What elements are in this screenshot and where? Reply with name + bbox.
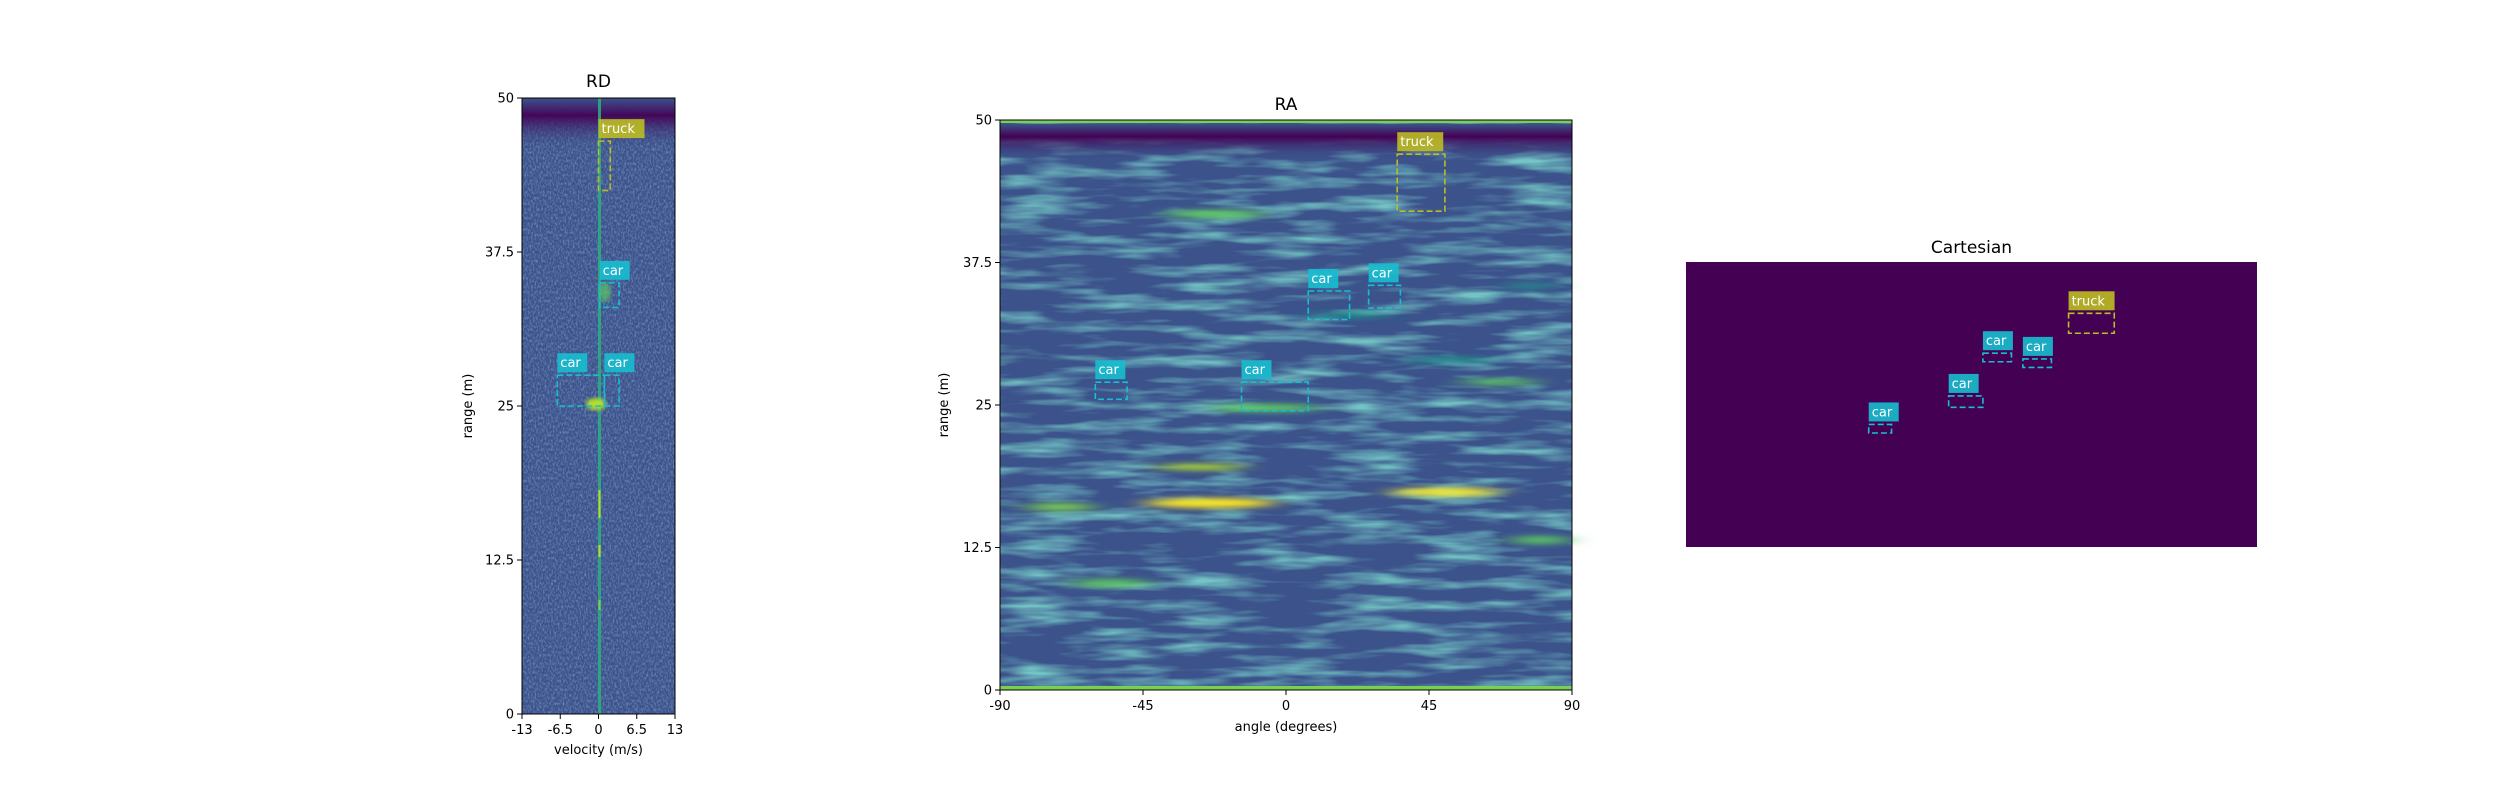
rd-y-tick-label: 25 bbox=[497, 400, 514, 415]
ra-boxes: truck car car car car bbox=[1094, 132, 1446, 412]
ca-car-label-bg bbox=[1868, 402, 1899, 422]
rd-car-label: car bbox=[603, 264, 624, 279]
ra-car-box bbox=[1307, 290, 1351, 321]
rd-y-tick-label: 50 bbox=[497, 92, 514, 107]
ra-title: RA bbox=[1275, 95, 1298, 115]
ca-car-box bbox=[1867, 423, 1893, 434]
rd-x-tick-label: 0 bbox=[594, 723, 602, 738]
rd-car-label: car bbox=[607, 356, 628, 371]
rd-x-tick-label: -13 bbox=[511, 723, 532, 738]
rd-car-box bbox=[598, 281, 620, 309]
ra-x-tick-label: 0 bbox=[1282, 699, 1290, 714]
rd-x-tick-label: -6.5 bbox=[548, 723, 573, 738]
ra-x-tick-label: 90 bbox=[1564, 699, 1581, 714]
cartesian-panel: Cartesian truck car car car car bbox=[1686, 238, 2257, 547]
rd-car-label-bg bbox=[557, 353, 588, 373]
ca-truck-box bbox=[2067, 312, 2116, 335]
cartesian-heatmap bbox=[1686, 262, 2257, 547]
rd-truck-label-bg bbox=[598, 119, 645, 139]
rd-car-label-bg bbox=[604, 353, 635, 373]
rd-y-tick-label: 12.5 bbox=[485, 554, 514, 569]
ra-truck-box bbox=[1396, 153, 1446, 212]
ca-truck-label: truck bbox=[2072, 294, 2106, 309]
ra-truck-label-bg bbox=[1397, 132, 1444, 152]
rd-x-tick-label: 13 bbox=[667, 723, 684, 738]
ra-y-tick-label: 50 bbox=[975, 114, 992, 129]
rd-boxes: truck car car car bbox=[556, 119, 645, 407]
rd-truck-label: truck bbox=[602, 122, 636, 137]
ra-x-tick-label: 45 bbox=[1421, 699, 1438, 714]
ra-y-tick-label: 25 bbox=[975, 399, 992, 414]
ra-car-label-bg bbox=[1368, 263, 1399, 283]
ca-car-label: car bbox=[1986, 334, 2007, 349]
ra-y-ticks: 0 12.5 25 37.5 50 bbox=[963, 114, 1000, 699]
rd-y-tick-label: 0 bbox=[506, 708, 514, 723]
ra-panel: RA -90 -45 0 45 90 012 bbox=[937, 95, 1580, 735]
ra-car-box bbox=[1094, 381, 1128, 401]
rd-xlabel: velocity (m/s) bbox=[554, 743, 643, 758]
cartesian-title: Cartesian bbox=[1931, 238, 2012, 258]
ca-car-label: car bbox=[2026, 340, 2047, 355]
ra-car-box bbox=[1240, 381, 1310, 412]
rd-car-box bbox=[556, 374, 606, 407]
ra-car-label-bg bbox=[1095, 360, 1126, 380]
ca-car-label-bg bbox=[2022, 336, 2053, 356]
rd-car-label: car bbox=[560, 356, 581, 371]
ra-y-tick-label: 0 bbox=[984, 684, 992, 699]
ra-x-ticks: -90 -45 0 45 90 bbox=[989, 690, 1580, 714]
ra-car-label: car bbox=[1245, 363, 1266, 378]
ra-heatmap bbox=[999, 119, 1573, 691]
ra-truck-label: truck bbox=[1400, 135, 1434, 150]
rd-title: RD bbox=[586, 72, 611, 92]
ra-x-tick-label: -90 bbox=[989, 699, 1010, 714]
rd-ylabel: range (m) bbox=[461, 374, 476, 439]
rd-panel: RD -13 -6.5 0 6.5 13 0 12.5 25 37.5 50 truck car c… bbox=[461, 72, 683, 758]
rd-car-label-bg bbox=[599, 260, 630, 280]
cartesian-boxes: truck car car car car bbox=[1867, 291, 2116, 434]
rd-y-ticks: 0 12.5 25 37.5 50 bbox=[485, 92, 522, 723]
ca-truck-label-bg bbox=[2068, 291, 2115, 311]
ra-y-tick-label: 12.5 bbox=[963, 541, 992, 556]
ca-car-label-bg bbox=[1948, 373, 1979, 393]
rd-y-tick-label: 37.5 bbox=[485, 246, 514, 261]
ca-car-label: car bbox=[1952, 377, 1973, 392]
ca-car-box bbox=[1982, 352, 2013, 363]
rd-car-box bbox=[603, 374, 620, 407]
ra-car-label: car bbox=[1098, 363, 1119, 378]
rd-x-ticks: -13 -6.5 0 6.5 13 bbox=[511, 714, 683, 738]
ra-x-tick-label: -45 bbox=[1132, 699, 1153, 714]
ra-xlabel: angle (degrees) bbox=[1235, 720, 1338, 735]
ca-car-box bbox=[1947, 395, 1984, 409]
rd-x-tick-label: 6.5 bbox=[626, 723, 647, 738]
ra-car-label: car bbox=[1311, 272, 1332, 287]
ca-car-box bbox=[2022, 358, 2053, 369]
ra-y-tick-label: 37.5 bbox=[963, 256, 992, 271]
ra-car-label-bg bbox=[1308, 269, 1339, 288]
ca-car-label-bg bbox=[1982, 331, 2013, 351]
ra-car-label-bg bbox=[1241, 360, 1272, 380]
ca-car-label: car bbox=[1872, 405, 1893, 420]
ra-car-label: car bbox=[1372, 266, 1393, 281]
rd-truck-box bbox=[597, 140, 612, 192]
ra-ylabel: range (m) bbox=[937, 373, 952, 438]
